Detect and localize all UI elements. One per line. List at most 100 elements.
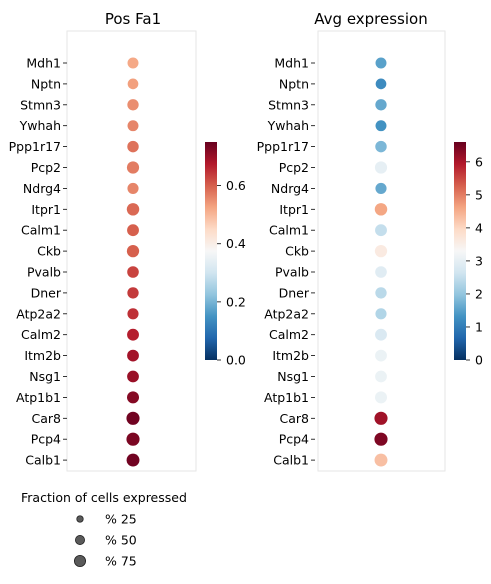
- gene-label-dner: Dner: [31, 285, 62, 300]
- gene-label-car8: Car8: [280, 411, 310, 426]
- gene-label-atp2a2: Atp2a2: [16, 306, 61, 321]
- gene-label-itpr1: Itpr1: [31, 202, 61, 217]
- dot-mdh1: [127, 57, 139, 69]
- legend-label: % 50: [105, 533, 137, 548]
- dot-car8: [126, 411, 140, 425]
- dot-calm2: [375, 328, 387, 341]
- colorbar-tick-label: 0.2: [226, 294, 246, 309]
- dotplot-panel-avg-expression: Avg expression Mdh1 Nptn Stmn3 Ywhah Ppp1r17 P…: [257, 10, 483, 472]
- gene-label-pcp4: Pcp4: [279, 432, 309, 447]
- gene-label-atp1b1: Atp1b1: [16, 390, 61, 405]
- gene-label-nsg1: Nsg1: [277, 369, 309, 384]
- dot-nsg1: [127, 370, 139, 383]
- dot-itpr1: [126, 203, 140, 216]
- gene-label-stmn3: Stmn3: [20, 97, 61, 112]
- gene-label-calm2: Calm2: [21, 327, 61, 342]
- colorbar-tick-label: 0: [475, 353, 483, 368]
- dot-ppp1r17: [127, 140, 139, 153]
- gene-label-nptn: Nptn: [279, 76, 309, 91]
- gene-label-pvalb: Pvalb: [27, 265, 61, 280]
- colorbar-tick-label: 0.4: [226, 236, 246, 251]
- gene-label-ndrg4: Ndrg4: [271, 181, 309, 196]
- legend-dot-25: [76, 515, 84, 523]
- dot-ywhah: [375, 120, 387, 132]
- colorbar-tick-label: 5: [475, 187, 483, 202]
- dotplot-panel-pos-fa1: Pos Fa1 Mdh1 Nptn Stmn3 Ywhah Ppp1r17 Pcp2 Ndrg…: [9, 10, 246, 472]
- colorbar: [205, 142, 217, 360]
- legend-dot-75: [73, 554, 87, 568]
- dot-pvalb: [127, 266, 139, 278]
- dot-nptn: [127, 78, 139, 90]
- colorbar-tick-label: 1: [475, 319, 483, 334]
- dot-calm1: [127, 224, 139, 237]
- dot-dner: [127, 287, 139, 299]
- dot-atp2a2: [127, 308, 139, 320]
- legend-label: % 75: [105, 554, 137, 569]
- dot-atp1b1: [374, 391, 388, 404]
- size-legend-title: Fraction of cells expressed: [21, 490, 187, 505]
- dot-pcp4: [374, 432, 388, 446]
- gene-label-ckb: Ckb: [37, 244, 61, 259]
- dot-car8: [374, 411, 388, 425]
- dot-ckb: [374, 244, 388, 258]
- gene-label-ndrg4: Ndrg4: [23, 181, 61, 196]
- dot-calm2: [127, 328, 139, 341]
- gene-label-calb1: Calb1: [273, 453, 309, 468]
- gene-label-pvalb: Pvalb: [275, 265, 309, 280]
- panel-title: Avg expression: [314, 10, 427, 28]
- plot-frame: [317, 30, 446, 472]
- gene-label-ywhah: Ywhah: [19, 118, 61, 133]
- dot-ndrg4: [127, 182, 139, 194]
- colorbar-tick-label: 3: [475, 253, 483, 268]
- dot-calm1: [375, 224, 387, 237]
- dot-calb1: [374, 453, 388, 467]
- dot-ppp1r17: [375, 140, 387, 153]
- dot-itm2b: [127, 349, 139, 362]
- gene-label-calb1: Calb1: [25, 453, 61, 468]
- dot-nsg1: [375, 370, 387, 383]
- size-legend: Fraction of cells expressed % 25 % 50 % 75: [21, 490, 187, 569]
- legend-label: % 25: [105, 512, 137, 527]
- gene-label-calm2: Calm2: [269, 327, 309, 342]
- dot-stmn3: [127, 99, 139, 111]
- legend-dot-50: [75, 535, 85, 545]
- colorbar-tick-label: 0.0: [226, 353, 246, 368]
- dot-atp1b1: [126, 391, 140, 404]
- gene-label-nsg1: Nsg1: [29, 369, 61, 384]
- dot-pvalb: [375, 266, 387, 278]
- gene-label-itm2b: Itm2b: [24, 348, 61, 363]
- gene-label-calm1: Calm1: [269, 223, 309, 238]
- dot-stmn3: [375, 99, 387, 111]
- gene-label-ppp1r17: Ppp1r17: [257, 139, 309, 154]
- gene-label-mdh1: Mdh1: [274, 56, 309, 71]
- panel-title: Pos Fa1: [105, 10, 161, 28]
- gene-label-pcp2: Pcp2: [31, 160, 61, 175]
- gene-label-calm1: Calm1: [21, 223, 61, 238]
- dot-ckb: [126, 244, 140, 258]
- gene-label-mdh1: Mdh1: [26, 56, 61, 71]
- dot-pcp2: [126, 161, 140, 174]
- dot-ndrg4: [375, 182, 387, 194]
- dot-calb1: [126, 453, 140, 467]
- gene-label-itm2b: Itm2b: [272, 348, 309, 363]
- gene-label-itpr1: Itpr1: [279, 202, 309, 217]
- gene-label-ckb: Ckb: [285, 244, 309, 259]
- gene-label-pcp2: Pcp2: [279, 160, 309, 175]
- dot-pcp2: [374, 161, 388, 174]
- dot-itpr1: [374, 203, 388, 216]
- gene-label-dner: Dner: [279, 285, 310, 300]
- dot-mdh1: [375, 57, 387, 69]
- colorbar-tick-label: 4: [475, 220, 483, 235]
- gene-label-ppp1r17: Ppp1r17: [9, 139, 61, 154]
- dot-ywhah: [127, 120, 139, 132]
- dot-nptn: [375, 78, 387, 90]
- colorbar-tick-label: 2: [475, 286, 483, 301]
- colorbar-tick-label: 6: [475, 154, 483, 169]
- dot-itm2b: [375, 349, 387, 362]
- dot-pcp4: [126, 432, 140, 446]
- gene-label-pcp4: Pcp4: [31, 432, 61, 447]
- dot-dner: [375, 287, 387, 299]
- gene-label-nptn: Nptn: [31, 76, 61, 91]
- colorbar-tick-label: 0.6: [226, 178, 246, 193]
